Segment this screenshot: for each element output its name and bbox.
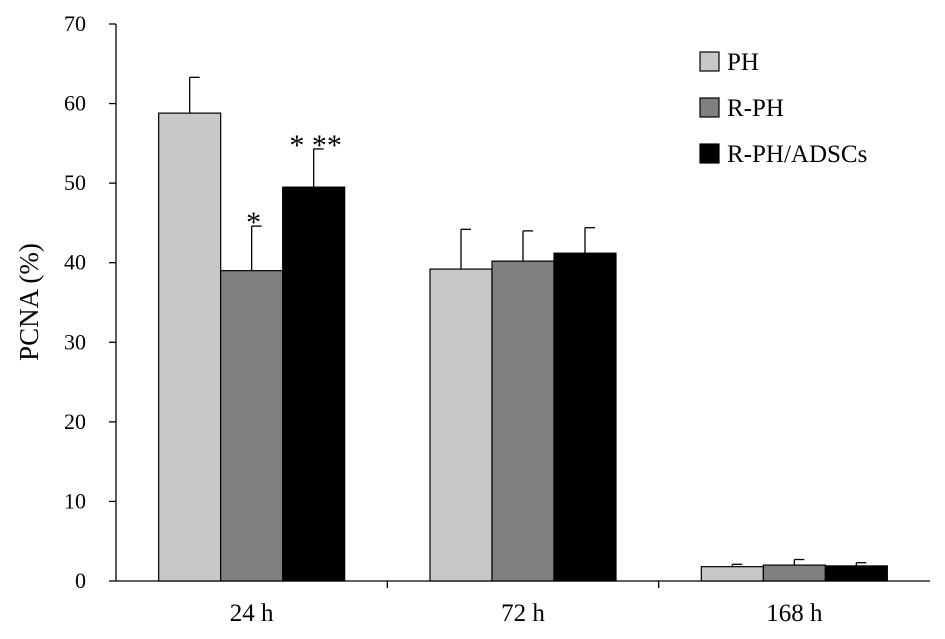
x-axis: 24 h 72 h 168 h [116, 580, 930, 627]
legend: PH R-PH R-PH/ADSCs [699, 49, 867, 168]
bar-ph-0 [158, 112, 222, 582]
bar-r-ph-adscs-0 [282, 186, 346, 582]
legend-label: PH [727, 49, 759, 76]
bar-r-ph-adscs-2 [824, 565, 888, 582]
legend-label: R-PH [727, 95, 784, 122]
y-tick-label: 60 [64, 91, 86, 116]
y-tick-label: 40 [64, 250, 86, 275]
y-axis: 0 10 20 30 40 50 60 70 [64, 11, 117, 593]
legend-label: R-PH/ADSCs [727, 141, 867, 168]
significance-marker: * [246, 206, 261, 239]
y-tick-label: 10 [64, 488, 86, 513]
significance-marker: * ** [289, 129, 342, 162]
legend-swatch [699, 97, 720, 118]
legend-swatch [699, 51, 720, 72]
legend-swatch [699, 143, 720, 164]
bar-r-ph-adscs-1 [553, 252, 617, 582]
bar-ph-2 [700, 566, 764, 582]
y-axis-label: PCNA (%) [14, 243, 44, 361]
x-tick-label: 72 h [501, 600, 545, 627]
bar-r-ph-2 [762, 564, 826, 582]
y-tick-label: 0 [75, 568, 86, 593]
y-tick-label: 50 [64, 170, 86, 195]
x-tick-label: 24 h [230, 600, 274, 627]
y-tick-label: 70 [64, 11, 86, 36]
y-tick-label: 20 [64, 409, 86, 434]
x-tick-label: 168 h [766, 600, 823, 627]
y-tick-label: 30 [64, 329, 86, 354]
bar-ph-1 [429, 268, 493, 582]
bar-r-ph-1 [491, 260, 555, 582]
bar-r-ph-0 [220, 270, 284, 582]
